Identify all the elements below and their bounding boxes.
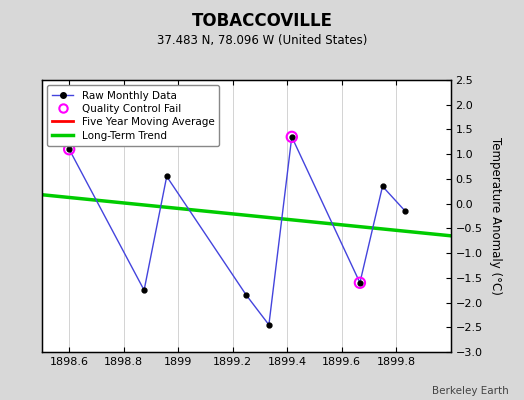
Point xyxy=(288,134,296,140)
Text: 37.483 N, 78.096 W (United States): 37.483 N, 78.096 W (United States) xyxy=(157,34,367,47)
Point xyxy=(65,146,73,152)
Y-axis label: Temperature Anomaly (°C): Temperature Anomaly (°C) xyxy=(489,137,502,295)
Text: TOBACCOVILLE: TOBACCOVILLE xyxy=(191,12,333,30)
Legend: Raw Monthly Data, Quality Control Fail, Five Year Moving Average, Long-Term Tren: Raw Monthly Data, Quality Control Fail, … xyxy=(47,85,220,146)
Text: Berkeley Earth: Berkeley Earth xyxy=(432,386,508,396)
Point xyxy=(356,280,364,286)
